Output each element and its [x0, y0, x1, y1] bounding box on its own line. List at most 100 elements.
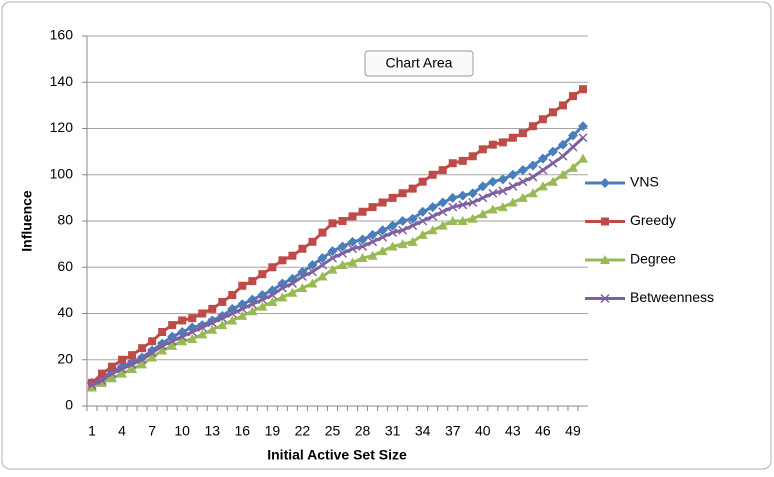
data-point [418, 177, 427, 186]
data-point [347, 244, 358, 254]
data-point [497, 174, 508, 185]
data-point [507, 197, 518, 207]
data-point [488, 188, 498, 198]
data-point [528, 122, 537, 131]
legend-marker [600, 293, 610, 304]
data-point [297, 283, 308, 293]
data-point [568, 92, 577, 101]
data-point [178, 316, 187, 325]
x-tick-label: 1 [88, 423, 96, 439]
data-point [147, 348, 157, 358]
data-point [347, 236, 358, 247]
x-tick-label: 7 [148, 423, 156, 439]
data-point [307, 259, 318, 270]
data-point [577, 153, 588, 163]
data-point [467, 213, 478, 223]
data-point [237, 304, 247, 314]
data-point [127, 359, 137, 369]
data-point [108, 362, 117, 371]
data-point [388, 193, 397, 202]
data-point [288, 251, 297, 260]
data-point [208, 304, 217, 313]
data-point [177, 336, 188, 346]
data-point [327, 264, 338, 274]
data-point [127, 364, 138, 373]
data-point [267, 290, 277, 300]
data-point [518, 129, 527, 138]
data-point [257, 301, 268, 311]
y-tick-label: 160 [50, 27, 74, 43]
data-point [337, 241, 348, 252]
data-point [278, 256, 287, 265]
x-tick-label: 46 [535, 423, 551, 439]
data-point [427, 202, 438, 213]
legend-label: Betweenness [630, 289, 714, 305]
x-tick-label: 16 [235, 423, 251, 439]
data-point [358, 241, 368, 251]
data-point [448, 202, 458, 212]
data-point [487, 176, 498, 187]
data-point [118, 355, 127, 364]
data-point [547, 176, 558, 186]
legend-marker [600, 255, 610, 264]
data-point [558, 101, 567, 110]
y-tick-label: 0 [65, 397, 73, 413]
data-point [427, 225, 438, 235]
data-point [188, 314, 197, 323]
data-point [408, 221, 418, 231]
data-point [517, 192, 528, 202]
x-tick-label: 10 [174, 423, 190, 439]
data-point [327, 246, 338, 257]
data-point [458, 200, 468, 210]
data-point [467, 188, 478, 199]
legend-label: Degree [630, 251, 676, 267]
x-tick-label: 19 [265, 423, 281, 439]
data-point [508, 133, 517, 142]
data-point [428, 170, 437, 179]
data-point [228, 291, 237, 299]
y-tick-label: 80 [57, 212, 73, 228]
x-tick-label: 43 [505, 423, 521, 439]
y-tick-label: 120 [50, 119, 74, 135]
legend-label: Greedy [630, 212, 676, 228]
tooltip: Chart Area [386, 55, 453, 71]
data-point [268, 263, 277, 272]
data-point [417, 206, 428, 217]
data-point [247, 299, 257, 309]
data-point [177, 332, 187, 342]
data-point [508, 181, 518, 191]
data-point [137, 359, 148, 369]
data-point [87, 380, 97, 390]
data-point [137, 355, 147, 365]
data-point [398, 225, 408, 235]
data-point [148, 337, 157, 346]
data-point [297, 271, 307, 282]
data-point [518, 177, 528, 187]
data-point [217, 313, 227, 323]
data-point [488, 140, 497, 149]
data-point [227, 315, 238, 325]
data-point [358, 207, 367, 216]
data-point [378, 198, 387, 207]
data-point [338, 217, 347, 225]
data-point [557, 139, 568, 150]
data-point [327, 253, 338, 263]
data-point [317, 260, 328, 270]
data-point [578, 85, 587, 94]
x-tick-label: 28 [355, 423, 371, 439]
data-point [158, 328, 167, 336]
x-tick-label: 25 [325, 423, 341, 439]
data-point [558, 151, 568, 161]
data-point [117, 364, 127, 374]
data-point [157, 341, 167, 351]
data-point [377, 225, 388, 236]
data-point [547, 146, 558, 157]
data-point [457, 216, 468, 225]
data-point [307, 267, 317, 277]
data-point [567, 130, 578, 141]
data-point [438, 166, 447, 175]
data-point [528, 172, 538, 182]
data-point [207, 318, 217, 328]
data-point [498, 138, 507, 147]
data-point [538, 115, 547, 124]
